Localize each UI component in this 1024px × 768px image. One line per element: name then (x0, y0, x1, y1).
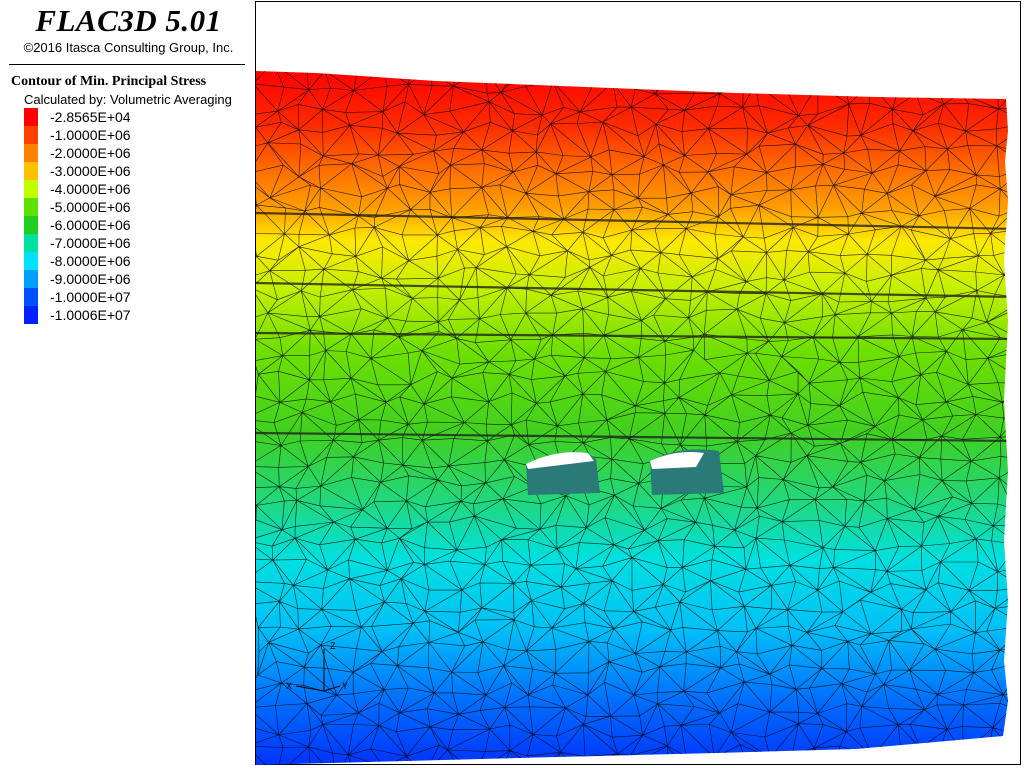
legend-panel: FLAC3D 5.01 ©2016 Itasca Consulting Grou… (1, 1, 256, 765)
legend-label: -2.0000E+06 (50, 145, 131, 161)
model-body (256, 71, 1008, 765)
model-view[interactable]: Z X Y (256, 1, 1022, 766)
legend-entry: -1.0000E+07 (24, 288, 131, 306)
legend-entry: -2.0000E+06 (24, 144, 131, 162)
legend-label: -4.0000E+06 (50, 181, 131, 197)
legend-swatch (24, 198, 38, 216)
legend-swatch (24, 306, 38, 324)
legend-swatch (24, 126, 38, 144)
legend-swatch (24, 162, 38, 180)
legend-entry: -9.0000E+06 (24, 270, 131, 288)
legend-swatch (24, 270, 38, 288)
copyright-text: ©2016 Itasca Consulting Group, Inc. (23, 40, 234, 55)
color-legend: -2.8565E+04 -1.0000E+06 -2.0000E+06 -3.0000… (24, 108, 131, 324)
legend-entry: -3.0000E+06 (24, 162, 131, 180)
legend-label: -1.0000E+06 (50, 127, 131, 143)
legend-swatch (24, 180, 38, 198)
axes-triad: Z X Y (286, 641, 348, 692)
legend-label: -1.0006E+07 (50, 307, 131, 323)
legend-swatch (24, 144, 38, 162)
joint-lines (256, 211, 1008, 443)
calculation-method: Calculated by: Volumetric Averaging (24, 92, 232, 107)
legend-entry: -8.0000E+06 (24, 252, 131, 270)
legend-label: -5.0000E+06 (50, 199, 131, 215)
legend-entry: -4.0000E+06 (24, 180, 131, 198)
legend-label: -7.0000E+06 (50, 235, 131, 251)
legend-label: -6.0000E+06 (50, 217, 131, 233)
legend-swatch (24, 234, 38, 252)
legend-label: -2.8565E+04 (50, 109, 131, 125)
legend-swatch (24, 108, 38, 126)
contour-plot[interactable]: Z X Y (256, 1, 1022, 766)
joint-line (256, 211, 1008, 231)
joint-line (256, 331, 1008, 341)
legend-entry: -5.0000E+06 (24, 198, 131, 216)
tunnel-openings (526, 449, 724, 495)
legend-entry: -1.0006E+07 (24, 306, 131, 324)
axis-x-label: X (286, 681, 292, 691)
joint-line (256, 281, 1008, 299)
legend-entry: -7.0000E+06 (24, 234, 131, 252)
axis-y-label: Y (342, 681, 348, 691)
legend-label: -9.0000E+06 (50, 271, 131, 287)
contour-title: Contour of Min. Principal Stress (11, 74, 207, 89)
legend-entry: -6.0000E+06 (24, 216, 131, 234)
axis-z-label: Z (330, 641, 336, 651)
title-divider (9, 64, 245, 65)
joint-line (256, 431, 1008, 443)
legend-swatch (24, 288, 38, 306)
legend-label: -8.0000E+06 (50, 253, 131, 269)
legend-label: -1.0000E+07 (50, 289, 131, 305)
app-title: FLAC3D 5.01 (35, 3, 222, 38)
legend-entry: -1.0000E+06 (24, 126, 131, 144)
legend-swatch (24, 216, 38, 234)
legend-label: -3.0000E+06 (50, 163, 131, 179)
legend-swatch (24, 252, 38, 270)
legend-entry: -2.8565E+04 (24, 108, 131, 126)
